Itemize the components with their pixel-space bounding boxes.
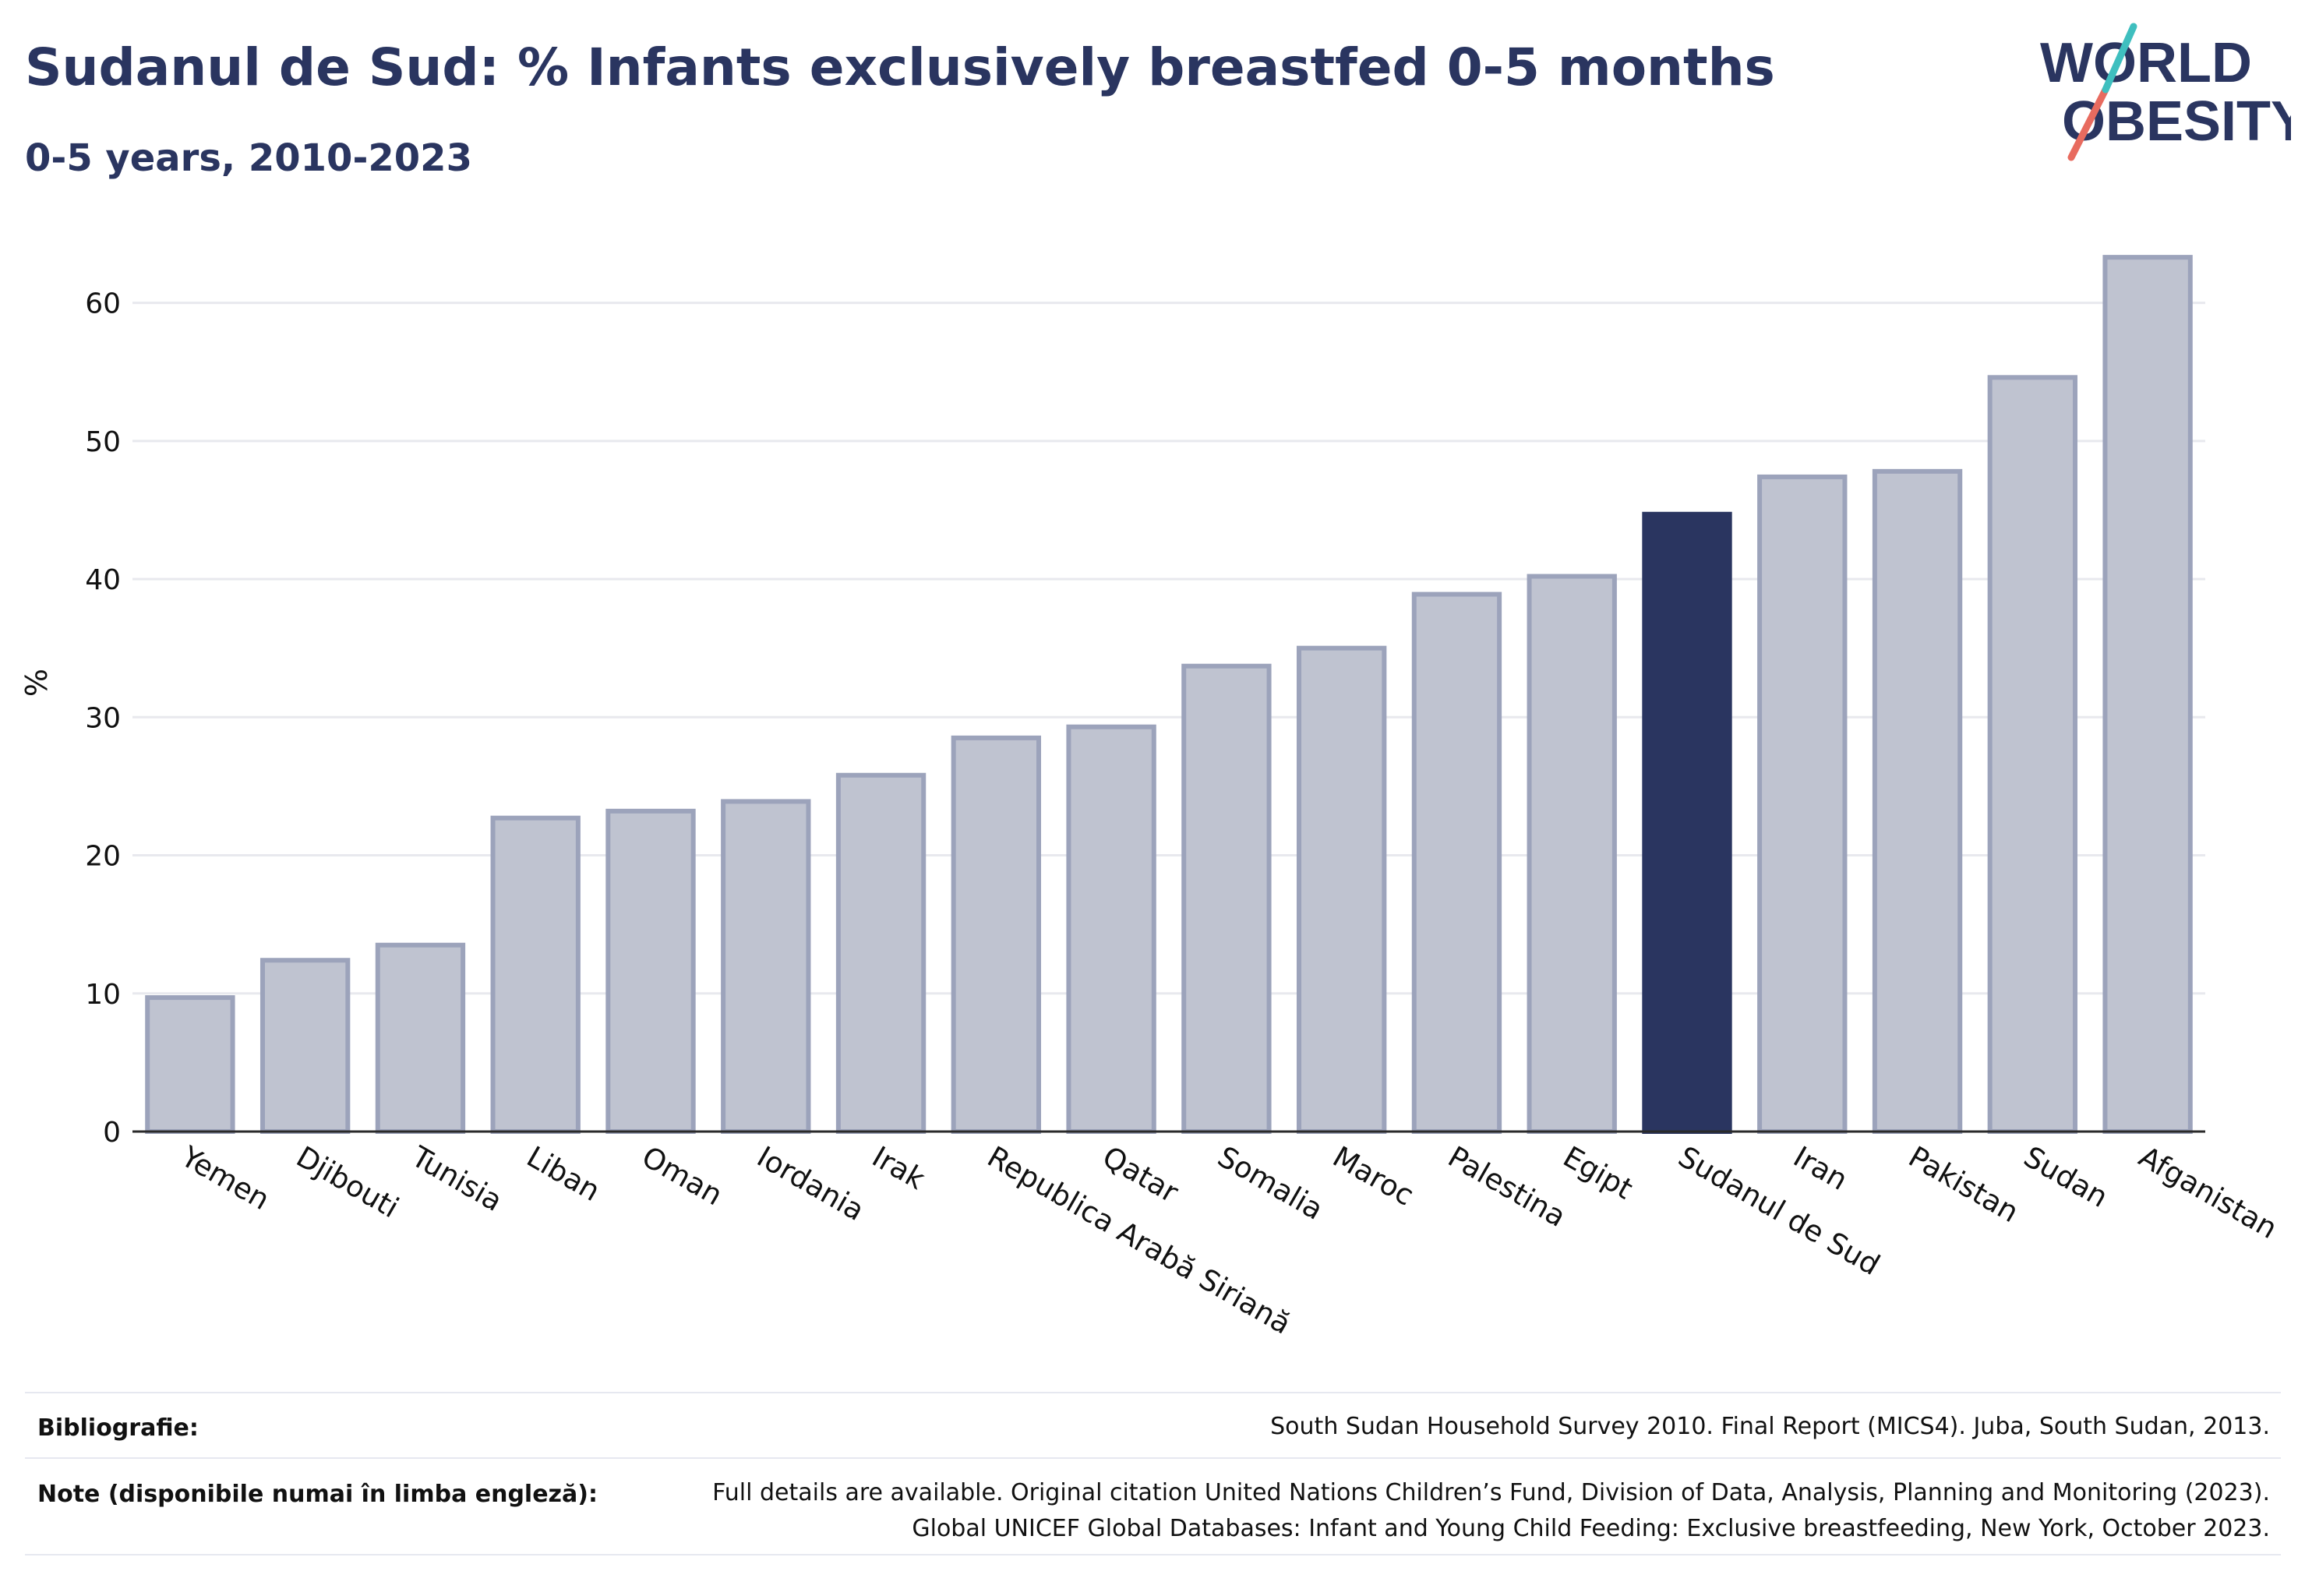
logo-slash-coral bbox=[2067, 86, 2109, 161]
y-axis-label: % bbox=[19, 669, 54, 697]
bars bbox=[145, 255, 2193, 1135]
bar bbox=[2102, 255, 2193, 1134]
y-tick-label: 30 bbox=[85, 702, 121, 734]
footer-divider-bottom bbox=[25, 1554, 2281, 1555]
bar bbox=[835, 772, 927, 1134]
x-tick-labels: Yemen Djibouti Tunisia Liban Oman IordaniaIra… bbox=[175, 1139, 2283, 1341]
chart-title: Sudanul de Sud: % Infants exclusively br… bbox=[25, 37, 1775, 97]
x-tick-label: Palestina bbox=[1442, 1140, 1572, 1234]
x-tick-label: Iordania bbox=[751, 1140, 870, 1228]
x-tick-label: Djibouti bbox=[291, 1140, 404, 1225]
x-tick-label: Irak bbox=[867, 1140, 931, 1197]
x-tick-label: Pakistan bbox=[1903, 1140, 2024, 1230]
y-tick-label: 0 bbox=[103, 1117, 121, 1149]
x-tick-label: Tunisia bbox=[405, 1139, 508, 1218]
footer-divider-middle bbox=[25, 1457, 2281, 1459]
bar bbox=[490, 815, 581, 1134]
y-tick-label: 60 bbox=[85, 288, 121, 320]
bibliography-label: Bibliografie: bbox=[37, 1414, 199, 1442]
bar-chart: 0 10 20 30 40 50 60 Yemen Djibouti Tunisia Liban O… bbox=[19, 255, 2283, 1341]
notes-line2: Global UNICEF Global Databases: Infant a… bbox=[912, 1515, 2270, 1542]
x-tick-label: Sudan bbox=[2018, 1140, 2113, 1215]
bar bbox=[145, 995, 235, 1135]
x-tick-label: Yemen bbox=[175, 1139, 276, 1216]
bar bbox=[1987, 375, 2078, 1134]
bar bbox=[259, 958, 351, 1135]
bibliography-text: South Sudan Household Survey 2010. Final… bbox=[1270, 1413, 2270, 1440]
bar bbox=[721, 799, 811, 1134]
x-tick-label: Somalia bbox=[1212, 1140, 1329, 1227]
logo-line1: WORLD bbox=[2040, 32, 2252, 94]
x-tick-label: Afganistan bbox=[2134, 1140, 2283, 1246]
footer-divider-top bbox=[25, 1392, 2281, 1393]
bar bbox=[1411, 591, 1502, 1134]
bar bbox=[1757, 474, 1848, 1134]
bar bbox=[1066, 724, 1156, 1134]
bar bbox=[605, 808, 696, 1134]
y-tick-label: 20 bbox=[85, 841, 121, 873]
bar bbox=[1642, 511, 1732, 1134]
bar bbox=[375, 942, 466, 1134]
x-tick-label: Sudanul de Sud bbox=[1673, 1140, 1886, 1282]
bar bbox=[1296, 645, 1387, 1134]
x-tick-label: Liban bbox=[521, 1140, 606, 1208]
bar bbox=[1181, 663, 1272, 1134]
x-tick-label: Egipt bbox=[1558, 1140, 1639, 1206]
y-tick-label: 40 bbox=[85, 564, 121, 596]
y-tick-label: 10 bbox=[85, 979, 121, 1011]
logo-slash-teal bbox=[2102, 23, 2137, 94]
x-tick-label: Oman bbox=[637, 1140, 729, 1213]
bar bbox=[951, 735, 1042, 1135]
y-tick-label: 50 bbox=[85, 426, 121, 458]
world-obesity-logo: WORLD OBESITY bbox=[2040, 23, 2291, 161]
notes-label: Note (disponibile numai în limba engleză… bbox=[37, 1481, 598, 1508]
x-tick-label: Maroc bbox=[1327, 1140, 1419, 1213]
bar bbox=[1872, 468, 1963, 1134]
chart-subtitle: 0-5 years, 2010-2023 bbox=[25, 136, 472, 180]
y-tick-labels: 0 10 20 30 40 50 60 bbox=[85, 288, 121, 1149]
x-tick-label: Iran bbox=[1788, 1140, 1853, 1197]
notes-line1: Full details are available. Original cit… bbox=[712, 1479, 2270, 1506]
bar bbox=[1527, 574, 1617, 1134]
x-tick-label: Qatar bbox=[1097, 1140, 1184, 1210]
